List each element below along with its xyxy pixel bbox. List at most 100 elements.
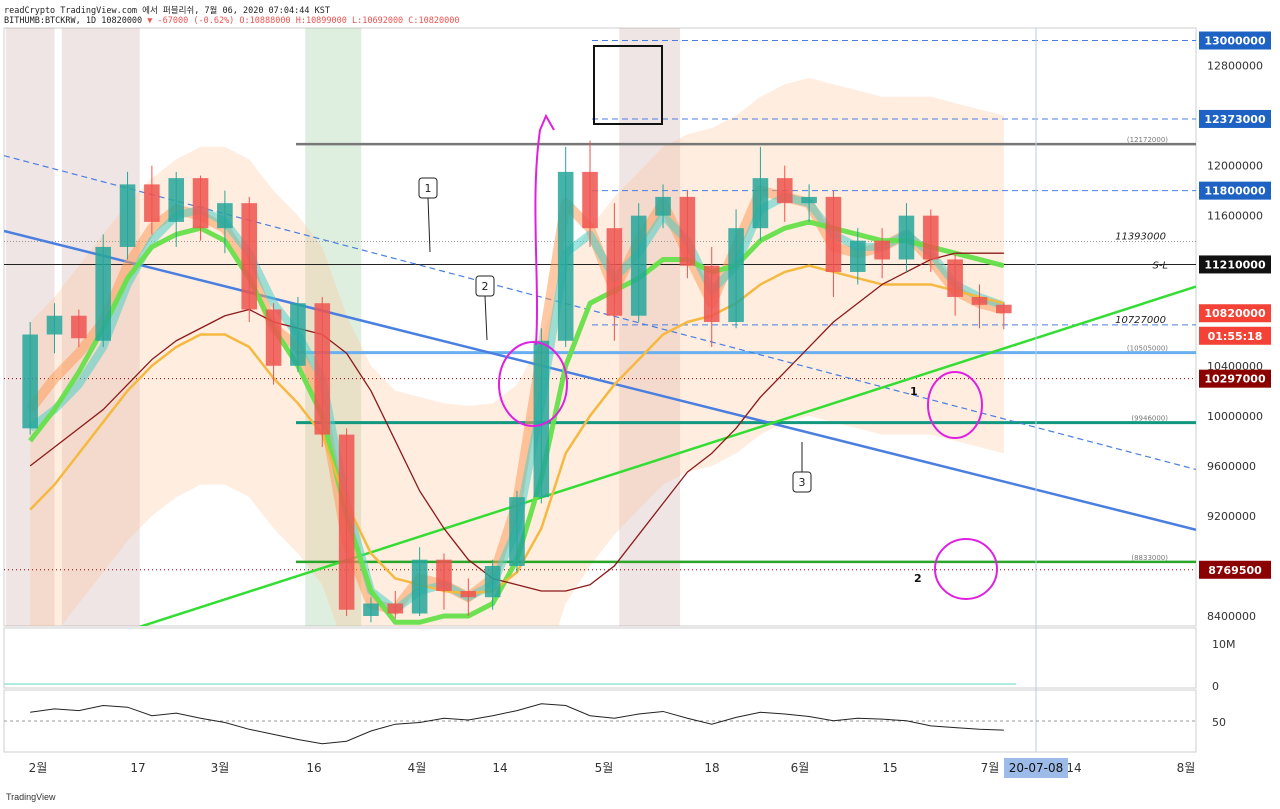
time-tick-label: 8월 (1177, 761, 1196, 775)
volume-tick-label: 0 (1212, 680, 1219, 693)
rsi-tick-label: 50 (1212, 716, 1226, 729)
candle-body (630, 215, 647, 316)
magenta-arrow (534, 113, 555, 346)
time-axis: 2월 17 3월 16 4월 14 5월 18 6월 15 7월 14 8월 20-07-08 (29, 758, 1196, 778)
symbol-ohlc-line: BITHUMB:BTCKRW, 1D 10820000 ▼ -67000 (-0… (4, 16, 459, 26)
candle-body (776, 178, 793, 204)
callout-label: 3 (799, 476, 806, 489)
candle-body (95, 246, 111, 341)
candle-body (533, 340, 550, 498)
time-tick-label: 4월 (408, 761, 427, 775)
volume-tick-label: 10M (1212, 638, 1236, 651)
time-cursor-label: 20-07-08 (1009, 761, 1063, 775)
price-tick-label: 11600000 (1207, 210, 1263, 223)
price-tick-label: 10000000 (1207, 410, 1263, 423)
callout-box (418, 177, 438, 199)
price-label-text: 12373000 (1204, 113, 1266, 126)
candle-body (241, 203, 258, 310)
magenta-circle (927, 371, 983, 439)
trendline (138, 285, 1196, 626)
time-tick-label: 18 (704, 761, 719, 775)
candle-body (557, 171, 574, 341)
callout-pointer (427, 197, 431, 253)
price-label-badge (1199, 326, 1271, 345)
callout-label: 2 (482, 280, 489, 293)
callout-box (475, 275, 495, 297)
candle-body (22, 334, 38, 429)
candle-body (71, 315, 87, 339)
price-tick-label: 9200000 (1207, 510, 1256, 523)
time-tick-label: 2월 (29, 761, 48, 775)
symbol-label: BITHUMB:BTCKRW, 1D 10820000 (4, 16, 143, 26)
candle-body (144, 184, 160, 222)
time-tick-label: 3월 (211, 761, 230, 775)
level-tag: 10727000 (1115, 315, 1166, 326)
rsi-line (30, 703, 1004, 745)
publisher-line: readCrypto TradingView.com 에서 퍼블리쉬, 7월 0… (4, 6, 330, 16)
price-label-badge (1199, 560, 1271, 579)
time-tick-label: 14 (492, 761, 507, 775)
candle-body (655, 196, 671, 216)
price-plot-area: 1 2 3 1 2 (12172000) 11393000 S-L 10727000 (10505… (4, 28, 1196, 626)
candle-body (996, 304, 1012, 314)
level-tag: (8833000) (1131, 554, 1168, 562)
price-label-text: 10820000 (1204, 307, 1266, 320)
price-label-badge (1199, 304, 1271, 323)
candle-body (898, 215, 915, 260)
time-tick-label: 5월 (595, 761, 614, 775)
annotation-label: 1 (910, 385, 918, 398)
price-label-text: 11210000 (1204, 258, 1266, 271)
callout-pointer (484, 295, 488, 341)
candle-body (582, 171, 598, 229)
level-tag: (10505000) (1127, 345, 1168, 353)
time-tick-label: 16 (306, 761, 321, 775)
price-axis: 1280000012400000120000001160000011200000… (1199, 31, 1271, 623)
shade-band (619, 28, 681, 626)
candle-body (606, 228, 623, 316)
price-tick-label: 12800000 (1207, 60, 1263, 73)
price-tick-label: 8400000 (1207, 610, 1256, 623)
candle-body (265, 309, 282, 366)
candle-body (703, 265, 720, 322)
trendline (4, 229, 1196, 531)
price-label-text: 11800000 (1204, 185, 1266, 198)
magenta-circle (498, 341, 568, 427)
candle-body (460, 590, 477, 598)
callout-label: 1 (425, 182, 432, 195)
black-box (593, 45, 663, 125)
price-tick-label: 10400000 (1207, 360, 1263, 373)
level-tag: (12172000) (1127, 136, 1168, 144)
price-label-text: 10297000 (1204, 373, 1266, 386)
level-tag: S-L (1152, 260, 1168, 271)
tradingview-logo: TradingView (6, 792, 56, 802)
price-label-badge (1199, 109, 1271, 128)
volume-pane-frame (3, 627, 1197, 689)
candle-body (947, 259, 963, 297)
time-tick-label: 15 (882, 761, 897, 775)
candle-body (801, 196, 817, 204)
candle-body (484, 565, 501, 598)
level-tag: (9946000) (1131, 415, 1168, 423)
candle-body (849, 240, 866, 272)
time-tick-label: 14 (1066, 761, 1081, 775)
level-tag: 11393000 (1115, 232, 1166, 243)
candle-body (411, 559, 428, 614)
candle-body (387, 603, 404, 614)
candle-body (971, 296, 988, 305)
price-label-text: 8769500 (1208, 564, 1262, 577)
callout-box (792, 471, 812, 493)
change-label: ▼ -67000 (-0.62%) (147, 16, 235, 26)
candle-body (46, 315, 63, 335)
time-tick-label: 7월 (981, 761, 1000, 775)
candle-body (338, 434, 355, 610)
price-tick-label: 9600000 (1207, 460, 1256, 473)
price-label-text: 13000000 (1204, 35, 1266, 48)
time-cursor-badge (1004, 758, 1068, 778)
price-tick-label: 12000000 (1207, 160, 1263, 173)
candle-body (874, 240, 890, 260)
candle-body (119, 184, 136, 247)
candle-body (679, 196, 696, 266)
candle-body (728, 228, 744, 322)
magenta-circle (934, 538, 998, 600)
